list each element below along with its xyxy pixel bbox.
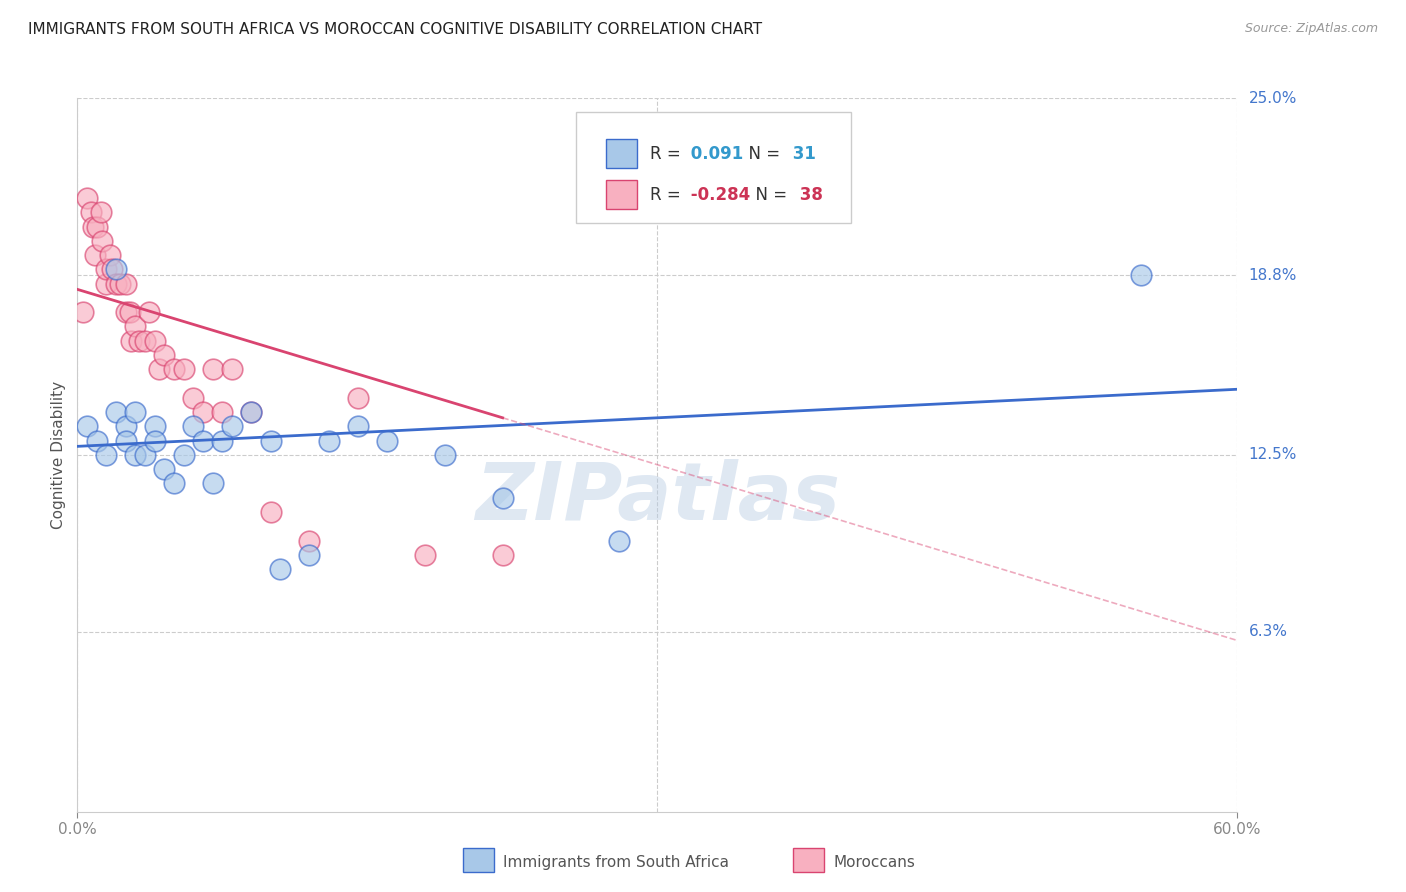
Point [143,434,166,448]
Text: -0.284: -0.284 [685,186,749,204]
Point [105,277,127,291]
Point [83,248,105,262]
Text: R =: R = [650,145,681,163]
Point [221,419,243,434]
Text: 31: 31 [787,145,817,163]
Point [114,419,136,434]
Text: 6.3%: 6.3% [1249,624,1288,640]
Point [269,562,291,576]
Point [346,419,368,434]
Point [108,277,131,291]
Point [90,205,111,219]
Point [163,362,186,376]
Point [134,448,156,462]
Point [114,305,136,319]
Point [118,305,141,319]
Point [72,305,94,319]
Text: 25.0%: 25.0% [1249,91,1296,105]
Point [124,319,146,334]
Point [492,491,515,505]
Point [124,448,146,462]
Point [183,391,205,405]
Point [173,362,195,376]
Point [433,448,456,462]
Text: 18.8%: 18.8% [1249,268,1296,283]
Point [76,419,98,434]
Point [134,334,156,348]
Point [191,405,214,419]
Point [138,305,160,319]
Point [105,262,127,277]
Point [240,405,263,419]
Point [173,448,195,462]
Point [221,362,243,376]
Point [318,434,340,448]
Point [607,533,630,548]
Point [413,548,436,562]
Point [86,434,108,448]
Point [76,191,98,205]
Point [298,548,321,562]
Point [201,476,224,491]
Point [211,405,233,419]
Point [260,434,283,448]
Point [80,205,103,219]
Point [375,434,398,448]
Point [96,277,118,291]
Point [105,405,127,419]
Text: N =: N = [738,145,780,163]
Point [128,334,150,348]
Text: Immigrants from South Africa: Immigrants from South Africa [503,855,730,870]
Text: N =: N = [745,186,787,204]
Y-axis label: Cognitive Disability: Cognitive Disability [51,381,66,529]
Point [346,391,368,405]
Point [143,419,166,434]
Point [124,405,146,419]
Point [96,448,118,462]
Point [143,334,166,348]
Point [114,277,136,291]
Point [96,262,118,277]
Point [1129,268,1152,282]
Point [121,334,143,348]
Text: R =: R = [650,186,681,204]
Point [114,434,136,448]
Text: Source: ZipAtlas.com: Source: ZipAtlas.com [1244,22,1378,36]
Text: 0.091: 0.091 [685,145,742,163]
Point [98,248,121,262]
Point [163,476,186,491]
Text: 38: 38 [794,186,824,204]
Point [82,219,104,234]
Point [298,533,321,548]
Point [148,362,170,376]
Text: IMMIGRANTS FROM SOUTH AFRICA VS MOROCCAN COGNITIVE DISABILITY CORRELATION CHART: IMMIGRANTS FROM SOUTH AFRICA VS MOROCCAN… [28,22,762,37]
Point [153,348,176,362]
Point [191,434,214,448]
Text: Moroccans: Moroccans [834,855,915,870]
Point [201,362,224,376]
Point [91,234,114,248]
Point [153,462,176,476]
Point [240,405,263,419]
Point [492,548,515,562]
Text: 12.5%: 12.5% [1249,448,1296,462]
Point [260,505,283,519]
Point [211,434,233,448]
Point [183,419,205,434]
Point [101,262,124,277]
Text: ZIPatlas: ZIPatlas [475,458,839,537]
Point [86,219,108,234]
